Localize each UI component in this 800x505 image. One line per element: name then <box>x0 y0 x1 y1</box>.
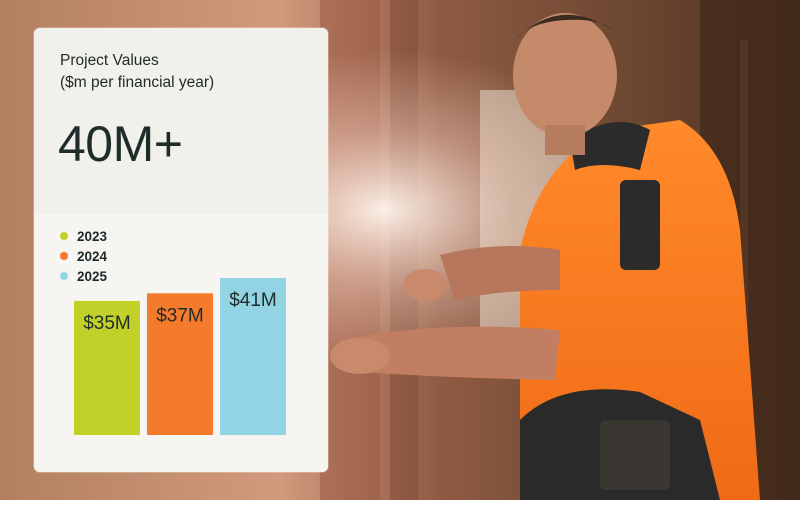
project-values-card: Project Values ($m per financial year) 4… <box>34 28 328 472</box>
bar-2025 <box>220 277 286 435</box>
chart-legend: 2023 2024 2025 <box>60 226 107 286</box>
bar-value-label-2023: $35M <box>83 313 131 334</box>
legend-item-2024: 2024 <box>60 246 107 266</box>
chart-title: Project Values ($m per financial year) <box>60 50 214 94</box>
chart-title-line1: Project Values <box>60 52 159 69</box>
headline-value: 40M+ <box>58 116 183 172</box>
legend-item-2025: 2025 <box>60 266 107 286</box>
legend-label-2025: 2025 <box>77 268 108 284</box>
worker-figure <box>330 13 760 500</box>
legend-dot-2024 <box>60 252 68 260</box>
legend-dot-2023 <box>60 232 68 240</box>
legend-label-2023: 2023 <box>77 228 108 244</box>
legend-dot-2025 <box>60 272 68 280</box>
bar-chart: $35M $37M $41M <box>74 277 286 435</box>
bar-value-label-2024: $37M <box>156 305 204 326</box>
chart-subtitle: ($m per financial year) <box>60 74 215 91</box>
legend-label-2024: 2024 <box>77 248 108 264</box>
card-header-area <box>34 28 328 214</box>
legend-item-2023: 2023 <box>60 226 107 246</box>
bar-value-label-2025: $41M <box>229 290 277 311</box>
bar-2024 <box>147 293 213 435</box>
bar-2023 <box>74 300 140 435</box>
